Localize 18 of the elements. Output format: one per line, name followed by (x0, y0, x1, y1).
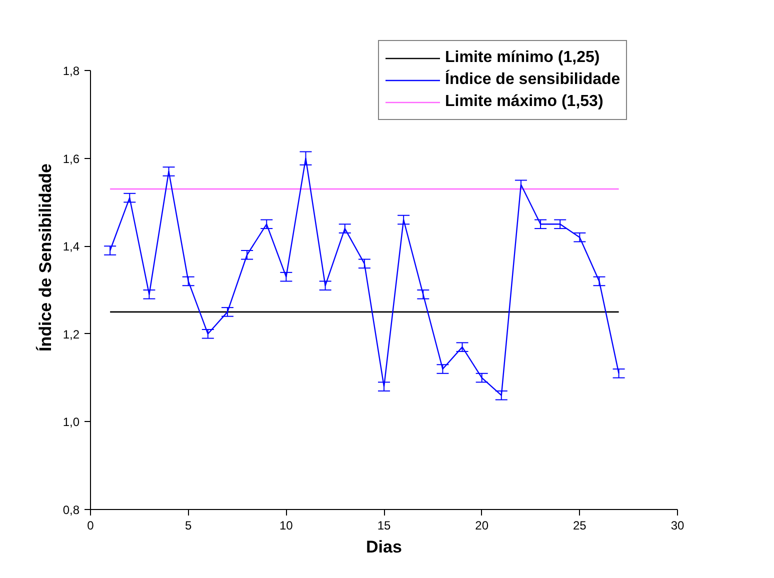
x-tick-label: 25 (572, 518, 587, 532)
y-tick-label: 1,2 (62, 327, 80, 342)
legend-label: Índice de sensibilidade (445, 69, 620, 90)
y-tick-label: 1,4 (62, 240, 80, 254)
x-axis-title: Dias (366, 538, 402, 556)
legend-label: Limite mínimo (1,25) (445, 48, 600, 68)
y-tick-label: 0,8 (62, 503, 80, 517)
x-tick-label: 15 (377, 518, 391, 532)
y-tick-label: 1,8 (62, 64, 80, 78)
y-tick-label: 1,6 (62, 152, 80, 166)
x-tick-label: 10 (279, 518, 294, 532)
x-tick-label: 0 (87, 518, 94, 532)
legend-label: Limite máximo (1,53) (445, 92, 604, 112)
x-tick-label: 20 (475, 518, 489, 532)
y-axis-title: Índice de Sensibilidade (34, 164, 55, 352)
y-tick-label: 1,0 (62, 415, 80, 430)
x-tick-label: 30 (670, 518, 684, 532)
x-tick-label: 5 (184, 518, 192, 532)
